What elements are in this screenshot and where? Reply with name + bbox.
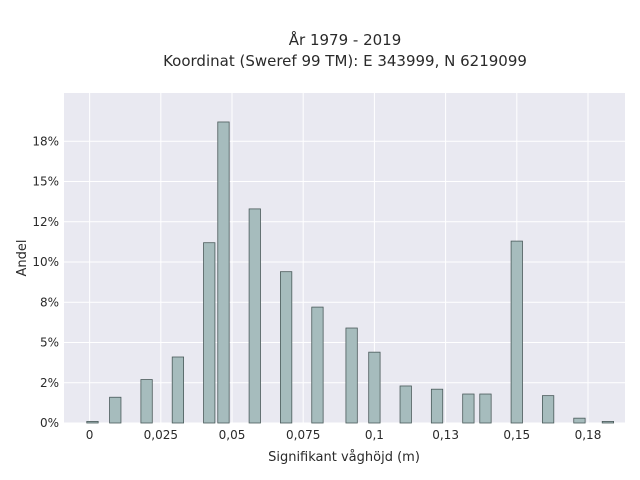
histogram-bar bbox=[430, 388, 444, 424]
histogram-bar bbox=[109, 396, 122, 424]
y-tick-label: 10% bbox=[32, 255, 59, 269]
bars bbox=[86, 121, 615, 424]
histogram-bar bbox=[542, 395, 555, 424]
plot-area bbox=[64, 93, 625, 423]
y-tick-label: 2% bbox=[40, 376, 59, 390]
histogram-bar bbox=[203, 242, 216, 424]
tick-labels: 0% 2% 5% 8% 10% 12% 15% 18% 0 0,025 0,05 0,075 0,1 0,… bbox=[32, 134, 601, 442]
y-tick-label: 0% bbox=[40, 416, 59, 430]
histogram-bar bbox=[248, 208, 261, 424]
histogram-bar bbox=[510, 240, 523, 424]
histogram-bar bbox=[573, 417, 586, 424]
histogram-bar bbox=[217, 121, 230, 424]
y-tick-label: 5% bbox=[40, 336, 59, 350]
histogram-bar bbox=[140, 379, 153, 424]
y-tick-label: 18% bbox=[32, 134, 59, 148]
y-tick-label: 8% bbox=[40, 295, 59, 309]
y-tick-label: 15% bbox=[32, 175, 59, 189]
x-tick-label: 0 bbox=[86, 428, 94, 442]
x-tick-label: 0,13 bbox=[432, 428, 459, 442]
x-axis-label: Signifikant våghöjd (m) bbox=[268, 450, 420, 465]
chart-subtitle: Koordinat (Sweref 99 TM): E 343999, N 62… bbox=[163, 52, 527, 70]
x-tick-label: 0,05 bbox=[219, 428, 246, 442]
histogram-bar bbox=[86, 420, 99, 424]
x-tick-label: 0,025 bbox=[144, 428, 178, 442]
histogram-bar bbox=[171, 356, 185, 424]
x-tick-label: 0,1 bbox=[365, 428, 384, 442]
histogram-bar bbox=[345, 327, 358, 424]
x-tick-label: 0,18 bbox=[575, 428, 602, 442]
histogram-bar bbox=[601, 420, 615, 424]
histogram-bar bbox=[311, 306, 324, 424]
y-tick-label: 12% bbox=[32, 215, 59, 229]
histogram-bar bbox=[368, 351, 381, 424]
histogram-bar bbox=[462, 393, 475, 424]
x-tick-label: 0,075 bbox=[286, 428, 320, 442]
histogram-bar bbox=[399, 385, 412, 424]
histogram-bar bbox=[479, 393, 492, 424]
y-axis-label: Andel bbox=[15, 240, 30, 277]
chart-title: År 1979 - 2019 bbox=[289, 30, 402, 49]
x-tick-label: 0,15 bbox=[503, 428, 530, 442]
histogram-bar bbox=[280, 271, 293, 424]
